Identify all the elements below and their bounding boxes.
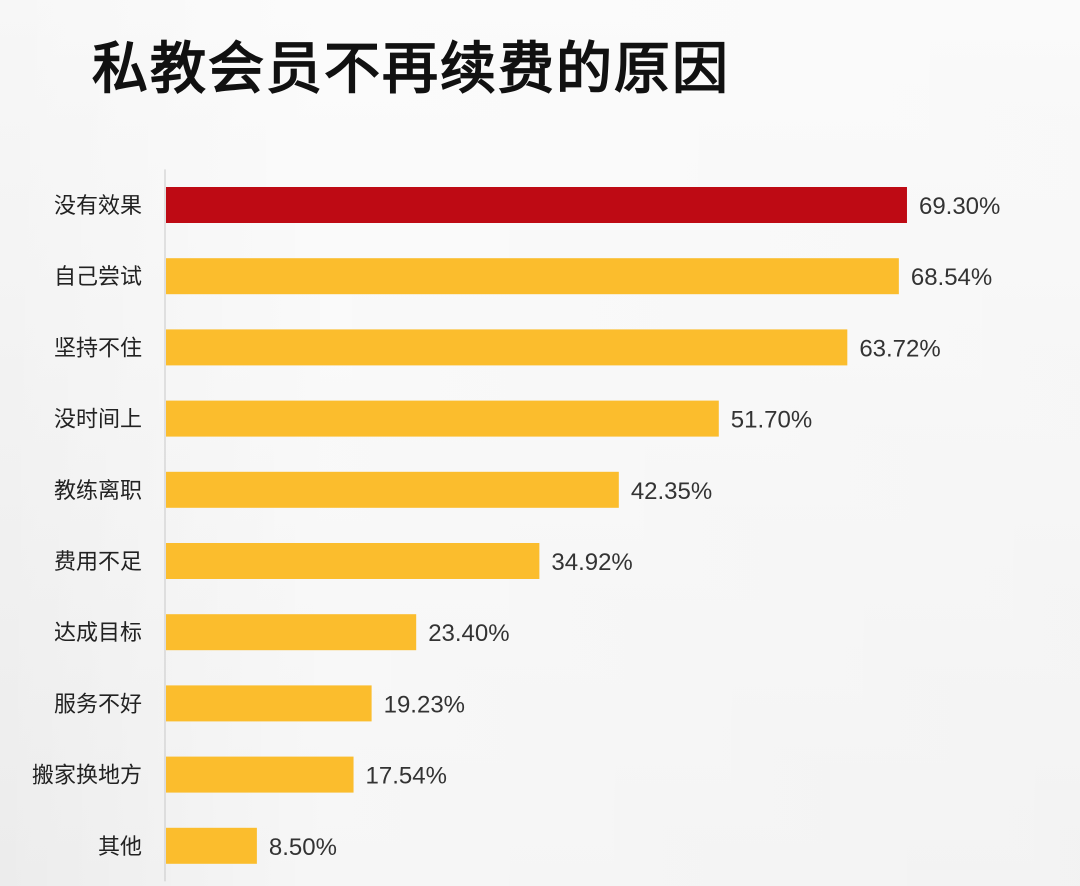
bar-2 bbox=[166, 329, 847, 365]
value-label-2: 63.72% bbox=[859, 335, 940, 362]
category-label-2: 坚持不住 bbox=[54, 336, 142, 361]
category-label-0: 没有效果 bbox=[54, 194, 142, 219]
category-label-9: 其他 bbox=[98, 835, 142, 860]
category-label-6: 达成目标 bbox=[54, 621, 142, 646]
value-label-3: 51.70% bbox=[731, 407, 812, 434]
value-label-9: 8.50% bbox=[269, 834, 337, 861]
bars-group bbox=[166, 187, 907, 864]
bar-3 bbox=[166, 401, 719, 437]
value-label-0: 69.30% bbox=[919, 193, 1000, 220]
category-label-4: 教练离职 bbox=[54, 479, 142, 504]
category-label-5: 费用不足 bbox=[54, 550, 142, 575]
value-label-1: 68.54% bbox=[911, 264, 992, 291]
bar-5 bbox=[166, 543, 539, 579]
category-label-3: 没时间上 bbox=[54, 408, 142, 433]
bar-1 bbox=[166, 258, 899, 294]
value-label-4: 42.35% bbox=[631, 478, 712, 505]
value-label-5: 34.92% bbox=[551, 549, 632, 576]
category-label-1: 自己尝试 bbox=[54, 265, 142, 290]
bar-9 bbox=[166, 828, 257, 864]
bar-7 bbox=[166, 685, 372, 721]
value-label-8: 17.54% bbox=[366, 763, 447, 790]
bar-0 bbox=[166, 187, 907, 223]
category-label-8: 搬家换地方 bbox=[32, 764, 142, 789]
value-label-7: 19.23% bbox=[384, 691, 465, 718]
bar-4 bbox=[166, 472, 619, 508]
value-label-6: 23.40% bbox=[428, 620, 509, 647]
category-label-7: 服务不好 bbox=[54, 692, 142, 717]
bar-6 bbox=[166, 614, 416, 650]
bar-8 bbox=[166, 757, 354, 793]
